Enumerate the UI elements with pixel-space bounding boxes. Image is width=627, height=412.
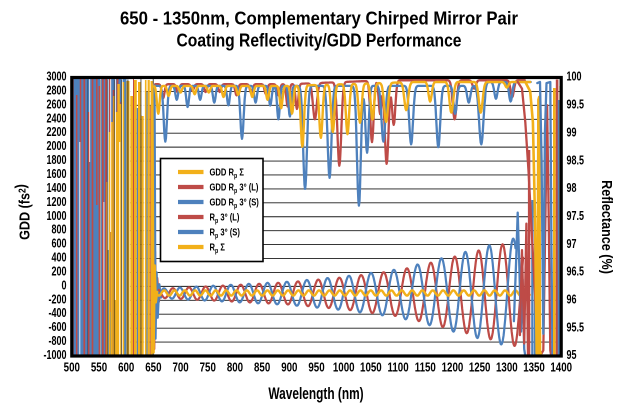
svg-text:2600: 2600 xyxy=(47,98,67,112)
svg-text:650 - 1350nm, Complementary Ch: 650 - 1350nm, Complementary Chirped Mirr… xyxy=(120,8,518,29)
svg-text:2200: 2200 xyxy=(47,126,67,140)
svg-text:GDD (fs2): GDD (fs2) xyxy=(11,184,32,240)
svg-text:750: 750 xyxy=(200,362,216,375)
svg-text:850: 850 xyxy=(254,362,270,375)
svg-text:-400: -400 xyxy=(49,307,67,321)
svg-text:1200: 1200 xyxy=(47,195,67,209)
svg-text:98: 98 xyxy=(567,182,577,196)
svg-text:-600: -600 xyxy=(49,321,67,335)
svg-text:99.5: 99.5 xyxy=(567,98,584,112)
svg-text:97: 97 xyxy=(567,237,577,251)
svg-text:Rp Σ: Rp Σ xyxy=(210,241,226,255)
svg-text:GDD Rp 3° (L): GDD Rp 3° (L) xyxy=(210,181,259,195)
svg-text:1800: 1800 xyxy=(47,154,67,168)
svg-text:2000: 2000 xyxy=(47,140,67,154)
svg-text:95: 95 xyxy=(567,349,577,363)
svg-text:1200: 1200 xyxy=(442,362,464,375)
svg-text:2400: 2400 xyxy=(47,112,67,126)
svg-text:500: 500 xyxy=(64,362,80,375)
svg-text:97.5: 97.5 xyxy=(567,210,584,224)
svg-text:1000: 1000 xyxy=(333,362,355,375)
svg-text:Coating Reflectivity/GDD Perfo: Coating Reflectivity/GDD Performance xyxy=(177,30,462,51)
svg-text:99: 99 xyxy=(567,126,577,140)
svg-text:GDD Rp 3° (S): GDD Rp 3° (S) xyxy=(210,196,259,210)
svg-text:96: 96 xyxy=(567,293,577,307)
svg-text:1600: 1600 xyxy=(47,168,67,182)
svg-text:950: 950 xyxy=(308,362,324,375)
svg-text:700: 700 xyxy=(172,362,188,375)
svg-text:1300: 1300 xyxy=(496,362,518,375)
svg-text:200: 200 xyxy=(51,265,66,279)
svg-text:100: 100 xyxy=(567,70,582,84)
svg-text:600: 600 xyxy=(118,362,134,375)
svg-text:Wavelength (nm): Wavelength (nm) xyxy=(268,385,363,403)
svg-text:96.5: 96.5 xyxy=(567,265,584,279)
svg-text:98.5: 98.5 xyxy=(567,154,584,168)
svg-text:1400: 1400 xyxy=(550,362,572,375)
svg-text:800: 800 xyxy=(227,362,243,375)
svg-text:1050: 1050 xyxy=(360,362,382,375)
svg-text:-1000: -1000 xyxy=(44,349,67,363)
svg-text:1150: 1150 xyxy=(415,362,436,375)
svg-text:-800: -800 xyxy=(49,335,67,349)
svg-text:550: 550 xyxy=(91,362,107,375)
svg-text:900: 900 xyxy=(281,362,297,375)
svg-text:800: 800 xyxy=(51,223,66,237)
svg-text:Reflectance (%): Reflectance (%) xyxy=(599,180,616,274)
svg-text:-200: -200 xyxy=(49,293,67,307)
svg-text:2800: 2800 xyxy=(47,84,67,98)
svg-text:0: 0 xyxy=(61,279,66,293)
svg-text:400: 400 xyxy=(51,251,66,265)
svg-text:1250: 1250 xyxy=(469,362,491,375)
svg-text:600: 600 xyxy=(51,237,66,251)
svg-text:1400: 1400 xyxy=(47,182,67,196)
svg-text:650: 650 xyxy=(145,362,161,375)
svg-text:1350: 1350 xyxy=(523,362,545,375)
svg-text:3000: 3000 xyxy=(47,70,67,84)
svg-text:1000: 1000 xyxy=(47,209,67,223)
svg-text:1100: 1100 xyxy=(388,362,409,375)
svg-text:95.5: 95.5 xyxy=(567,321,584,335)
